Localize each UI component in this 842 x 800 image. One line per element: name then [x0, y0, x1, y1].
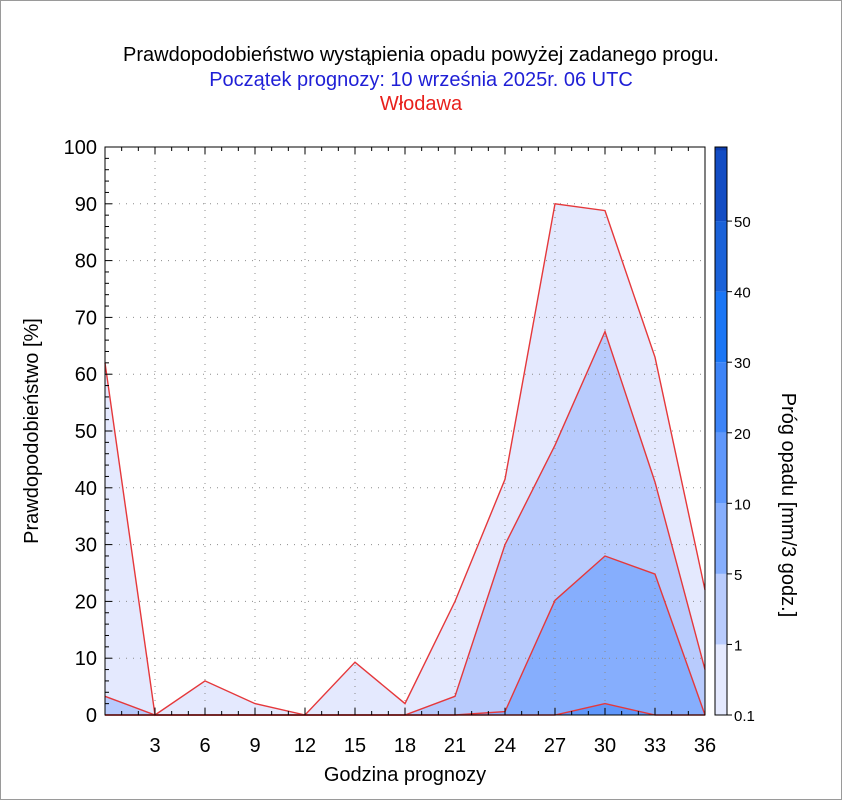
colorbar-segment: [715, 362, 727, 433]
y-axis-label: Prawdopodobieństwo [%]: [21, 318, 43, 544]
x-tick-label: 3: [149, 735, 160, 757]
colorbar-tick-label: 1: [734, 637, 742, 654]
series-line-0: [104, 203, 706, 717]
colorbar-segment: [715, 432, 727, 504]
colorbar-segment: [715, 644, 727, 715]
area-threshold-3: [105, 703, 705, 715]
colorbar-segment: [715, 503, 727, 574]
chart-subtitle: Początek prognozy: 10 września 2025r. 06…: [209, 69, 633, 91]
location-name: Włodawa: [379, 93, 463, 115]
y-tick-label: 30: [75, 535, 97, 557]
colorbar-segment: [715, 291, 727, 363]
y-tick-label: 40: [75, 478, 97, 500]
colorbar-ticks: 0.1 1 5 10 20 30 40 50: [727, 214, 755, 725]
x-tick-label: 15: [344, 735, 366, 757]
y-tick-label: 100: [64, 137, 97, 159]
x-axis-label: Godzina prognozy: [324, 764, 486, 786]
y-tick-label: 80: [75, 251, 97, 273]
colorbar-tick-label: 50: [734, 214, 751, 231]
x-tick-label: 12: [294, 735, 316, 757]
colorbar: [714, 146, 728, 716]
probability-areas: [105, 203, 705, 716]
x-axis-ticks: 3 6 9 12 15 18 21 24 27 30 33 36: [149, 735, 716, 757]
colorbar-tick-label: 5: [734, 567, 742, 584]
x-tick-label: 6: [199, 735, 210, 757]
y-tick-label: 70: [75, 307, 97, 329]
x-tick-label: 18: [394, 735, 416, 757]
y-tick-label: 50: [75, 421, 97, 443]
y-tick-label: 90: [75, 194, 97, 216]
x-tick-label: 30: [594, 735, 616, 757]
x-tick-label: 36: [694, 735, 716, 757]
y-tick-label: 20: [75, 591, 97, 613]
minor-ticks: [104, 146, 706, 716]
y-tick-label: 0: [86, 705, 97, 727]
colorbar-segment: [715, 573, 727, 645]
x-tick-label: 27: [544, 735, 566, 757]
colorbar-tick-label: 20: [734, 426, 751, 443]
colorbar-segment: [715, 221, 727, 292]
colorbar-segment: [715, 147, 727, 151]
x-tick-label: 9: [249, 735, 260, 757]
x-tick-label: 33: [644, 735, 666, 757]
colorbar-tick-label: 0.1: [734, 708, 755, 725]
y-tick-label: 60: [75, 364, 97, 386]
colorbar-label: Próg opadu [mm/3 godz.]: [777, 393, 799, 618]
colorbar-tick-label: 30: [734, 355, 751, 372]
colorbar-segment: [715, 150, 727, 222]
colorbar-tick-label: 10: [734, 496, 751, 513]
y-tick-label: 10: [75, 648, 97, 670]
colorbar-tick-label: 40: [734, 285, 751, 302]
area-threshold-2: [105, 556, 705, 715]
y-axis-ticks: 0 10 20 30 40 50 60 70 80 90 100: [64, 137, 97, 727]
colorbar-border: [714, 146, 728, 716]
chart-title: Prawdopodobieństwo wystąpienia opadu pow…: [123, 44, 719, 66]
x-tick-label: 21: [444, 735, 466, 757]
x-tick-label: 24: [494, 735, 516, 757]
